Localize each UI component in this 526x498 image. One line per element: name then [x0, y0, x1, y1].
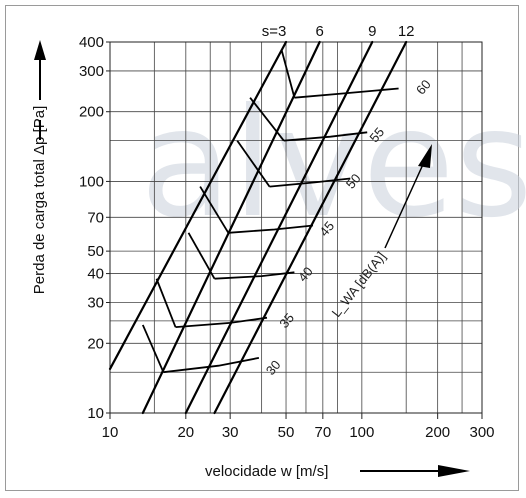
y-tick-label: 50 — [87, 243, 104, 260]
noise-curve — [283, 131, 368, 142]
y-tick-label: 300 — [79, 63, 104, 80]
noise-zigzag — [280, 49, 296, 98]
noise-level-label: 30 — [263, 357, 284, 378]
velocity-line-label: 9 — [368, 23, 376, 40]
y-tick-label: 100 — [79, 173, 104, 190]
noise-arrowhead — [418, 144, 432, 168]
y-tick-label: 30 — [87, 295, 104, 312]
noise-level-label: 40 — [295, 264, 316, 285]
x-tick-label: 100 — [349, 424, 374, 441]
noise-curve — [269, 177, 351, 188]
noise-curve — [294, 87, 399, 99]
y-axis-arrowhead — [34, 40, 46, 60]
y-tick-label: 400 — [79, 34, 104, 51]
y-tick-label: 40 — [87, 266, 104, 283]
velocity-line — [141, 40, 321, 415]
noise-zigzag — [155, 278, 177, 328]
x-tick-label: 70 — [314, 424, 331, 441]
noise-zigzag — [199, 186, 230, 234]
velocity-line-label: 12 — [398, 23, 415, 40]
velocity-line — [108, 40, 288, 371]
x-tick-label: 20 — [177, 424, 194, 441]
grid — [109, 41, 483, 414]
noise-arrow-shaft — [384, 159, 426, 249]
x-tick-label: 200 — [425, 424, 450, 441]
velocity-line — [184, 40, 374, 415]
tick-labels: 10 20 30 50 70 100 200 300 10 20 30 40 50 70 100 200 300… — [79, 34, 495, 441]
noise-curve — [214, 271, 295, 280]
noise-zigzag — [236, 140, 271, 188]
velocity-line-label: s=3 — [262, 23, 287, 40]
velocity-line-label: 6 — [315, 23, 323, 40]
plot-border — [109, 41, 483, 414]
x-axis-label: velocidade w [m/s] — [205, 463, 328, 480]
noise-zigzag — [141, 324, 165, 373]
noise-level-label: 35 — [276, 310, 297, 331]
x-axis-arrowhead — [438, 465, 470, 477]
chart-frame — [5, 5, 519, 491]
noise-zigzag — [249, 97, 285, 142]
y-tick-label: 20 — [87, 335, 104, 352]
noise-curve — [228, 224, 314, 234]
noise-curve — [163, 357, 260, 374]
x-tick-label: 10 — [102, 424, 119, 441]
y-tick-label: 10 — [87, 405, 104, 422]
noise-curve — [175, 316, 268, 328]
x-tick-label: 30 — [222, 424, 239, 441]
x-tick-label: 300 — [469, 424, 494, 441]
velocity-line — [213, 40, 408, 415]
y-tick-label: 200 — [79, 104, 104, 121]
y-tick-label: 70 — [87, 209, 104, 226]
y-axis-label: Perda de carga total Δp [Pa] — [31, 106, 48, 294]
noise-zigzag — [187, 232, 216, 280]
velocity-lines: s=3 6 9 12 — [108, 23, 415, 415]
x-tick-label: 50 — [278, 424, 295, 441]
